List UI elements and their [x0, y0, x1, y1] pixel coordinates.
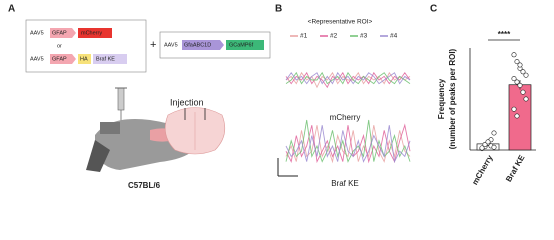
panel-label: C [430, 4, 437, 15]
data-point [485, 139, 491, 145]
legend-title: <Representative ROI> [308, 19, 373, 26]
data-point [491, 130, 497, 136]
condition-label: Braf KE [331, 179, 359, 188]
y-axis-label: Frequency [437, 78, 446, 119]
or-label: or [57, 43, 62, 49]
x-tick-label: Braf KE [504, 153, 527, 183]
data-point [517, 62, 523, 68]
gene [78, 28, 112, 38]
vector: AAV5 [30, 30, 44, 36]
syringe [115, 87, 127, 125]
y-axis-label: (number of peaks per ROI) [448, 48, 457, 149]
trace [285, 71, 411, 85]
promoter-label: GfaABC1D [184, 42, 211, 48]
vector: AAV5 [164, 42, 178, 48]
strain-label: C57BL/6 [128, 181, 161, 190]
trace [285, 125, 411, 164]
data-point [520, 69, 526, 75]
gene-label: GCaMP6f [229, 42, 254, 48]
data-point [511, 52, 517, 58]
significance-label: **** [498, 30, 511, 39]
bar [508, 84, 532, 151]
legend-label: #2 [330, 33, 338, 40]
promoter-label: GFAP [52, 30, 67, 36]
x-tick-label: mCherry [470, 153, 495, 186]
promoter-label: GFAP [52, 56, 67, 62]
tag [78, 54, 91, 64]
data-point [479, 145, 485, 151]
legend-label: #1 [300, 33, 308, 40]
data-point [523, 96, 529, 102]
injection-label: Injection [170, 97, 204, 107]
promoter [50, 28, 76, 38]
gene [226, 40, 264, 50]
tag-label: HA [80, 56, 88, 62]
legend-label: #3 [360, 33, 368, 40]
plus: + [150, 39, 156, 51]
trace [285, 125, 411, 164]
gene-label: Braf KE [96, 56, 115, 62]
trace [285, 119, 411, 163]
figure: A AAV5 GFAP mCherry or AAV5 GFAP HA Braf… [8, 4, 536, 190]
vector: AAV5 [30, 56, 44, 62]
traces: #1 #2 #3 #4 mCherry Braf KE [285, 33, 411, 188]
trace [285, 71, 411, 85]
condition-label: mCherry [330, 113, 361, 122]
data-point [523, 72, 529, 78]
bar-chart: Frequency (number of peaks per ROI) mCherr… [437, 30, 536, 187]
gene-label: mCherry [81, 30, 102, 36]
data-point [517, 82, 523, 88]
trace [285, 71, 411, 89]
data-point [514, 79, 520, 85]
panel-label: A [8, 4, 15, 15]
data-point [520, 89, 526, 95]
data-point [514, 59, 520, 65]
data-point [514, 113, 520, 119]
brain-section [164, 107, 226, 155]
construct-box [25, 19, 147, 73]
gene [93, 54, 127, 64]
data-point [491, 144, 497, 150]
legend-label: #4 [390, 33, 398, 40]
promoter [182, 40, 224, 50]
promoter [50, 54, 76, 64]
panel-label: B [275, 4, 282, 15]
data-point [511, 76, 517, 82]
data-point [511, 106, 517, 112]
trace [285, 71, 411, 89]
